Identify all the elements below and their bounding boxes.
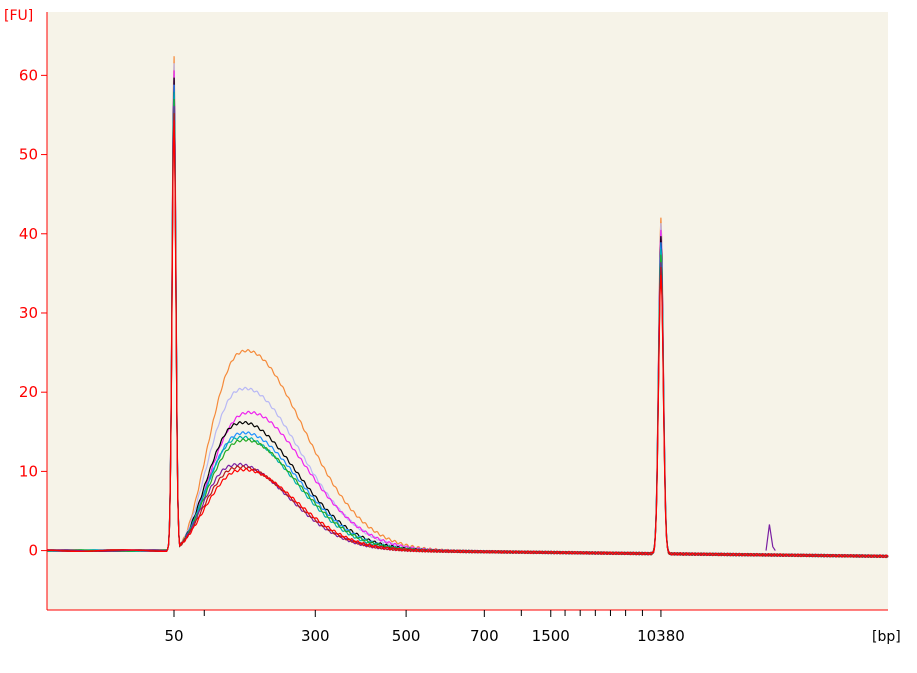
y-axis-label: [FU] bbox=[4, 8, 33, 24]
x-ticks: 50 300 500 700 1500 10380 bbox=[164, 610, 685, 645]
x-axis-label: [bp] bbox=[872, 629, 901, 645]
x-tick-label: 500 bbox=[392, 627, 421, 645]
x-tick-label: 50 bbox=[164, 627, 183, 645]
x-tick-label: 10380 bbox=[637, 627, 685, 645]
y-tick-label: 10 bbox=[19, 462, 38, 480]
x-tick-label: 700 bbox=[470, 627, 499, 645]
y-ticks: 0 10 20 30 40 50 60 bbox=[19, 66, 47, 560]
x-tick-label: 300 bbox=[301, 627, 330, 645]
artifact-peak bbox=[765, 524, 776, 551]
y-tick-label: 40 bbox=[19, 225, 38, 243]
y-tick-label: 20 bbox=[19, 383, 38, 401]
y-tick-label: 60 bbox=[19, 66, 38, 84]
plot-area bbox=[47, 12, 888, 610]
trace-line bbox=[47, 120, 889, 559]
y-tick-label: 0 bbox=[28, 542, 38, 560]
y-tick-label: 50 bbox=[19, 146, 38, 164]
y-tick-label: 30 bbox=[19, 304, 38, 322]
trace-lines bbox=[46, 56, 889, 559]
x-tick-label: 1500 bbox=[532, 627, 570, 645]
trace-line bbox=[47, 113, 889, 559]
